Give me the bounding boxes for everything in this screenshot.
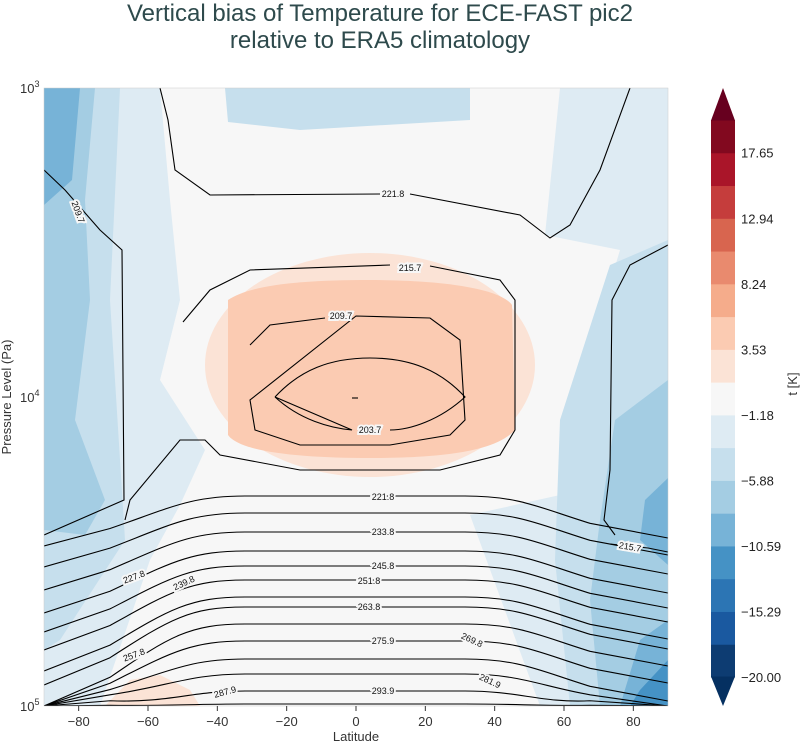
colorbar-tick-label: 3.53 — [741, 342, 766, 357]
colorbar-band — [711, 120, 735, 154]
chart-title: Vertical bias of Temperature for ECE-FAS… — [126, 0, 633, 27]
contour-line — [44, 690, 668, 706]
x-tick-label: 60 — [557, 714, 571, 729]
contour-line — [159, 88, 631, 239]
colorbar-tick-label: −10.59 — [741, 539, 781, 554]
field-colder-left — [44, 88, 80, 205]
colorbar-tick-label: −20.00 — [741, 670, 781, 685]
field-coldest-right — [630, 660, 668, 706]
colorbar-band — [711, 414, 735, 449]
colorbar-band — [711, 251, 735, 285]
contour-line — [44, 495, 668, 547]
field-cold-right — [590, 380, 668, 706]
contour-line — [603, 244, 668, 536]
colorbar-band — [711, 578, 735, 612]
colorbar-tick-label: −1.18 — [741, 408, 774, 423]
contour-label: 251.8 — [358, 576, 381, 586]
colorbar: 17.65 12.94 8.24 3.53 −1.18 −5.88 −10.59 −15.29… — [711, 88, 781, 706]
y-tick-label: 103 — [20, 79, 39, 96]
colorbar-band — [711, 447, 735, 481]
y-axis-label: Pressure Level (Pa) — [0, 340, 14, 455]
filled-contours — [44, 88, 668, 706]
contour-line — [44, 550, 668, 614]
x-tick-label: 80 — [626, 714, 640, 729]
colorbar-band — [711, 283, 735, 318]
contour-label: 263.8 — [358, 602, 381, 612]
x-tick-label: −40 — [206, 714, 228, 729]
contour-label: 215.7 — [399, 263, 422, 273]
contour-label: 221.8 — [382, 189, 405, 199]
colorbar-extend-low — [711, 676, 735, 706]
contour-line — [44, 169, 125, 536]
colorbar-band — [711, 545, 735, 580]
contour-label: 203.7 — [359, 425, 382, 435]
colorbar-tick-label: 12.94 — [741, 211, 774, 226]
x-tick-label: −20 — [276, 714, 298, 729]
contour-line — [249, 315, 466, 446]
field-warm-bottom-left — [105, 675, 200, 706]
contour-line — [44, 512, 668, 568]
contour-line — [44, 565, 668, 633]
y-axis: 103 104 105 — [20, 79, 39, 714]
contour-label: 233.8 — [372, 527, 395, 537]
colorbar-label: t [K] — [785, 372, 800, 395]
y-tick-label: 105 — [20, 697, 39, 714]
colorbar-tick-label: −5.88 — [741, 473, 774, 488]
x-tick-label: −60 — [137, 714, 159, 729]
contour-lines — [44, 88, 668, 706]
contour-label: 221.8 — [372, 492, 395, 502]
contour-line — [609, 543, 668, 553]
x-tick-label: 20 — [418, 714, 432, 729]
colorbar-band — [711, 185, 735, 219]
colorbar-band — [711, 513, 735, 547]
y-tick-label: 104 — [20, 388, 39, 405]
contour-label: 293.9 — [372, 686, 395, 696]
chart-subtitle: relative to ERA5 climatology — [229, 27, 531, 54]
contour-line — [44, 606, 668, 686]
colorbar-band — [711, 152, 735, 187]
contour-line — [274, 357, 466, 431]
field-colder-right — [620, 478, 668, 706]
contour-line — [44, 579, 668, 651]
colorbar-band — [711, 480, 735, 514]
colorbar-band — [711, 218, 735, 252]
colorbar-band — [711, 382, 735, 416]
colorbar-tick-label: 8.24 — [741, 277, 766, 292]
x-axis-label: Latitude — [333, 729, 379, 744]
field-cold-left — [44, 88, 105, 535]
colorbar-tick-label: −15.29 — [741, 604, 781, 619]
contour-line — [44, 623, 668, 706]
colorbar-extend-high — [711, 88, 735, 121]
contour-label: 245.8 — [372, 561, 395, 571]
contour-line — [44, 673, 668, 706]
colorbar-tick-label: 17.65 — [741, 146, 774, 161]
colorbar-band — [711, 644, 735, 678]
contour-line — [44, 531, 668, 591]
contour-line — [44, 703, 668, 706]
x-tick-label: 0 — [352, 714, 359, 729]
x-tick-label: −80 — [68, 714, 90, 729]
contour-label: 209.7 — [330, 311, 353, 321]
colorbar-band — [711, 349, 735, 383]
contour-line — [44, 596, 668, 672]
x-tick-label: 40 — [487, 714, 501, 729]
field-top-cool-patch — [225, 88, 470, 130]
colorbar-band — [711, 611, 735, 645]
contour-line — [44, 658, 668, 706]
contour-line — [44, 640, 668, 706]
contour-line — [124, 264, 516, 521]
colorbar-band — [711, 316, 735, 350]
x-axis: −80 −60 −40 −20 0 20 40 60 80 — [68, 706, 641, 729]
contour-label: 275.9 — [372, 636, 395, 646]
